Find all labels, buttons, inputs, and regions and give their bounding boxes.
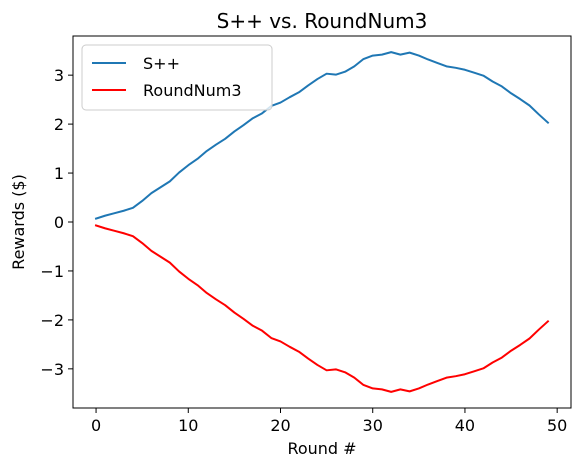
legend: S++ RoundNum3 [81,44,273,111]
y-tick-label: −2 [40,311,64,330]
series-layer [94,51,550,393]
x-tick-label: 30 [363,416,383,435]
y-tick-label: 0 [54,213,64,232]
y-tick-label: 3 [54,66,64,85]
series-line-0 [94,51,550,220]
x-axis-label: Round # [287,439,356,458]
legend-label-roundnum3: RoundNum3 [143,81,242,100]
legend-box [81,44,273,111]
y-tick-label: −3 [40,360,64,379]
x-tick-label: 20 [270,416,290,435]
x-tick-label: 40 [455,416,475,435]
x-axis: 0 10 20 30 40 50 [91,408,567,435]
x-tick-label: 10 [178,416,198,435]
legend-label-s-plus-plus: S++ [143,54,180,73]
x-tick-label: 0 [91,416,101,435]
y-tick-label: 2 [54,115,64,134]
y-axis: −3 −2 −1 0 1 2 3 [40,66,73,379]
chart-title: S++ vs. RoundNum3 [217,9,428,33]
y-axis-label: Rewards ($) [9,174,28,270]
x-tick-label: 50 [547,416,567,435]
series-line-1 [94,224,550,393]
y-tick-label: 1 [54,164,64,183]
y-tick-label: −1 [40,262,64,281]
